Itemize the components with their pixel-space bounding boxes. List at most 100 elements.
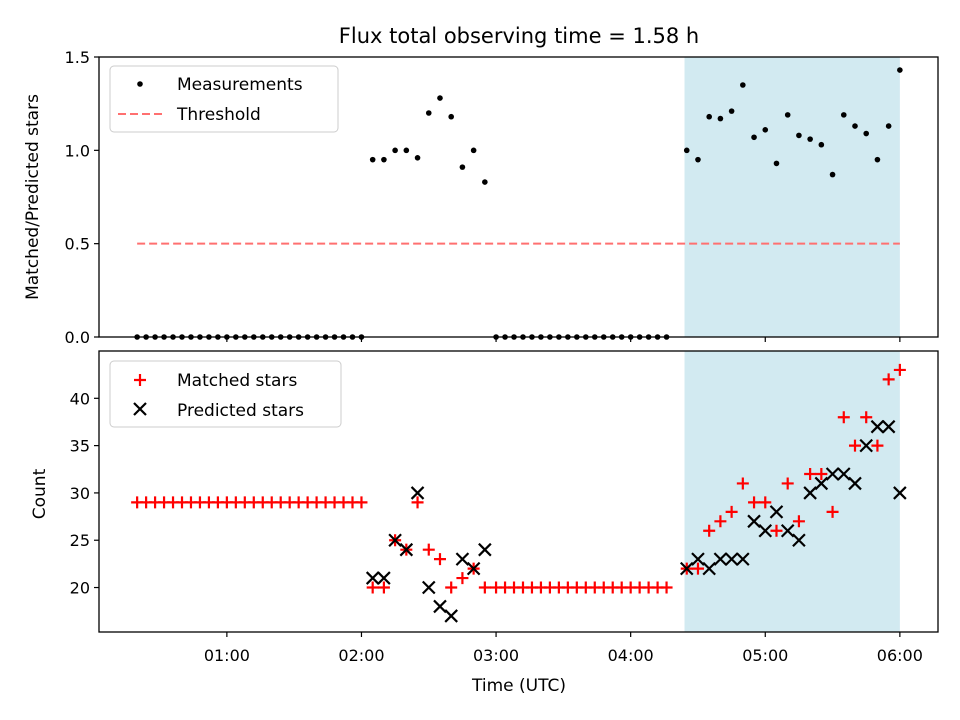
matched-point xyxy=(714,515,727,528)
measurement-point xyxy=(482,179,488,185)
predicted-point xyxy=(365,571,380,585)
ratio-legend-box xyxy=(109,65,339,133)
predicted-point xyxy=(702,561,716,576)
measurement-point xyxy=(740,82,746,88)
predicted-point xyxy=(859,438,873,453)
matched-point xyxy=(893,363,906,376)
predicted-point xyxy=(747,514,761,529)
predicted-point xyxy=(679,561,694,576)
highlight-span-bottom xyxy=(684,351,900,632)
measurement-point xyxy=(897,67,903,73)
count-y-axis: 20 25 30 35 40 xyxy=(70,389,99,598)
ratio-x-ticks xyxy=(226,337,901,342)
measurement-point xyxy=(863,130,870,137)
predicted-point xyxy=(814,476,829,491)
y-tick-label: 0.0 xyxy=(65,328,90,347)
measurement-point xyxy=(728,108,735,114)
matched-point xyxy=(445,581,458,594)
matched-point xyxy=(815,467,828,480)
measurement-point xyxy=(470,147,477,154)
measurement-point xyxy=(459,164,466,170)
predicted-point xyxy=(848,476,862,491)
chart-title: Flux total observing time = 1.58 h xyxy=(339,24,699,48)
legend-measurements-label: Measurements xyxy=(177,75,303,95)
matched-point xyxy=(781,477,794,490)
ratio-panel: 0.0 0.5 1.0 1.5 Matched/Predicted stars Mea… xyxy=(23,48,939,347)
legend-measurements-marker xyxy=(137,81,143,87)
predicted-point xyxy=(444,609,458,623)
matched-point xyxy=(748,496,761,509)
matched-point xyxy=(826,505,839,518)
matched-point xyxy=(759,496,772,509)
measurement-point xyxy=(829,171,836,178)
matched-point xyxy=(725,505,738,518)
measurement-point xyxy=(381,156,387,163)
legend-predicted-label: Predicted stars xyxy=(177,401,304,421)
measurement-point xyxy=(762,127,769,133)
predicted-point xyxy=(780,523,795,538)
predicted-point xyxy=(377,571,391,585)
measurement-point xyxy=(706,113,712,120)
measurement-point xyxy=(852,123,858,129)
predicted-point xyxy=(825,467,840,481)
count-legend: Matched stars Predicted stars xyxy=(109,360,342,428)
count-y-label: Count xyxy=(30,468,50,519)
y-tick-label: 30 xyxy=(70,484,90,503)
predicted-point xyxy=(478,542,492,557)
matched-point xyxy=(456,572,469,585)
matched-point xyxy=(355,496,368,509)
count-legend-box xyxy=(109,360,342,428)
matched-point xyxy=(804,467,817,480)
measurement-point xyxy=(840,112,847,118)
matched-point xyxy=(860,411,873,424)
predicted-point xyxy=(388,533,402,548)
matched-point xyxy=(882,373,895,386)
y-tick-label: 0.5 xyxy=(65,235,90,254)
measurement-point xyxy=(751,134,757,141)
matched-point xyxy=(691,562,704,575)
predicted-point xyxy=(769,505,784,519)
measurement-point xyxy=(717,115,724,122)
measurement-point xyxy=(448,113,455,120)
measurement-point xyxy=(885,123,892,129)
measurement-point xyxy=(414,155,421,161)
predicted-point xyxy=(410,486,425,500)
y-tick-label: 20 xyxy=(70,579,90,598)
measurement-point xyxy=(369,156,376,163)
matched-point xyxy=(411,496,424,509)
measurement-point xyxy=(683,147,690,154)
x-tick-label: 02:00 xyxy=(338,646,384,665)
y-tick-label: 40 xyxy=(70,389,90,408)
matched-point xyxy=(871,439,884,452)
matched-point xyxy=(792,515,805,528)
legend-threshold-label: Threshold xyxy=(176,105,261,125)
x-axis-label: Time (UTC) xyxy=(471,676,566,696)
measurement-point xyxy=(773,160,780,167)
predicted-point xyxy=(466,561,481,576)
x-tick-label: 04:00 xyxy=(608,646,654,665)
measurement-point xyxy=(874,156,881,163)
measurement-point xyxy=(392,147,398,154)
predicted-point xyxy=(713,552,728,566)
predicted-point xyxy=(837,467,851,481)
count-panel: 20 25 30 35 40 01:00 02:00 03:00 04:00 05:00 06:0… xyxy=(30,350,939,696)
predicted-point xyxy=(736,552,750,566)
matched-point xyxy=(703,524,716,537)
x-tick-label: 05:00 xyxy=(742,646,788,665)
predicted-point xyxy=(724,552,739,566)
matched-point xyxy=(433,553,446,566)
y-tick-label: 1.5 xyxy=(65,48,90,67)
matched-point xyxy=(366,581,379,594)
y-tick-label: 1.0 xyxy=(65,141,90,160)
legend-matched-label: Matched stars xyxy=(177,371,297,391)
highlight-span-top xyxy=(684,57,900,337)
matched-point xyxy=(478,581,491,594)
measurement-point xyxy=(796,132,802,139)
measurement-point xyxy=(403,147,410,154)
predicted-point xyxy=(455,552,470,566)
predicted-point xyxy=(758,523,773,538)
measurement-point xyxy=(437,95,443,101)
measurement-point xyxy=(695,156,701,163)
ratio-y-axis: 0.0 0.5 1.0 1.5 xyxy=(65,48,99,347)
